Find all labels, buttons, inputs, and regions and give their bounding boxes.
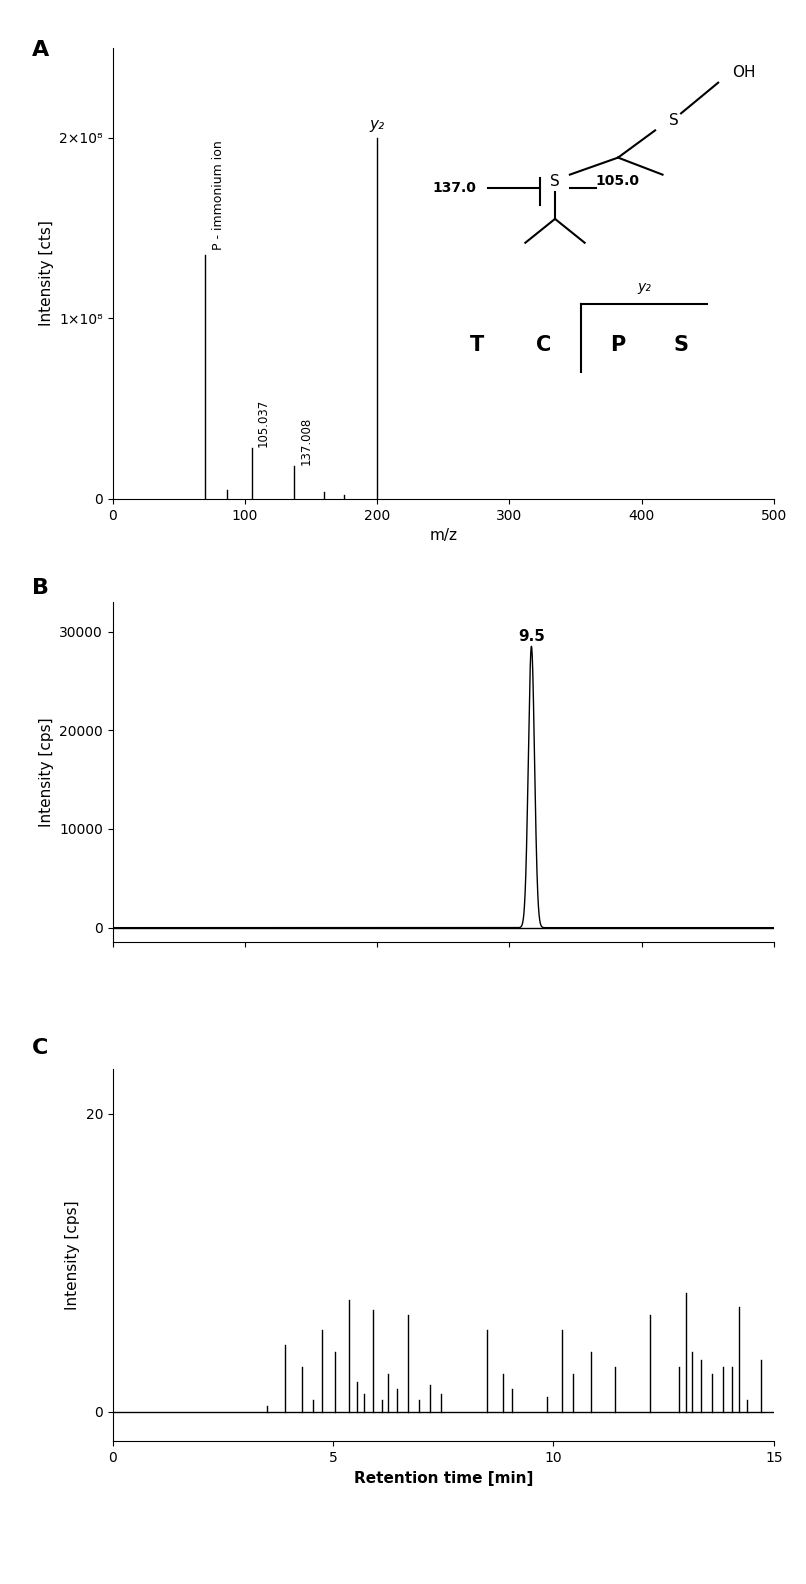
Y-axis label: Intensity [cts]: Intensity [cts] (39, 220, 54, 326)
Text: OH: OH (733, 65, 756, 79)
Text: T: T (470, 334, 484, 355)
Text: A: A (32, 40, 49, 60)
Text: y₂: y₂ (370, 117, 384, 133)
Y-axis label: Intensity [cps]: Intensity [cps] (39, 718, 54, 827)
X-axis label: Retention time [min]: Retention time [min] (354, 1470, 533, 1486)
Text: 137.0: 137.0 (433, 181, 476, 195)
Text: C: C (536, 334, 551, 355)
Y-axis label: Intensity [cps]: Intensity [cps] (65, 1201, 80, 1310)
Text: C: C (32, 1038, 48, 1058)
Text: y₂: y₂ (637, 280, 651, 295)
Text: B: B (32, 578, 49, 599)
X-axis label: m/z: m/z (430, 527, 457, 543)
Text: P: P (610, 334, 625, 355)
Text: 105.0: 105.0 (596, 174, 640, 188)
Text: S: S (669, 112, 679, 128)
Text: S: S (550, 174, 560, 188)
Text: S: S (674, 334, 688, 355)
Text: 137.008: 137.008 (299, 417, 312, 464)
Text: 105.037: 105.037 (257, 398, 270, 447)
Text: 9.5: 9.5 (518, 629, 545, 643)
Text: P - immonium ion: P - immonium ion (212, 139, 225, 250)
